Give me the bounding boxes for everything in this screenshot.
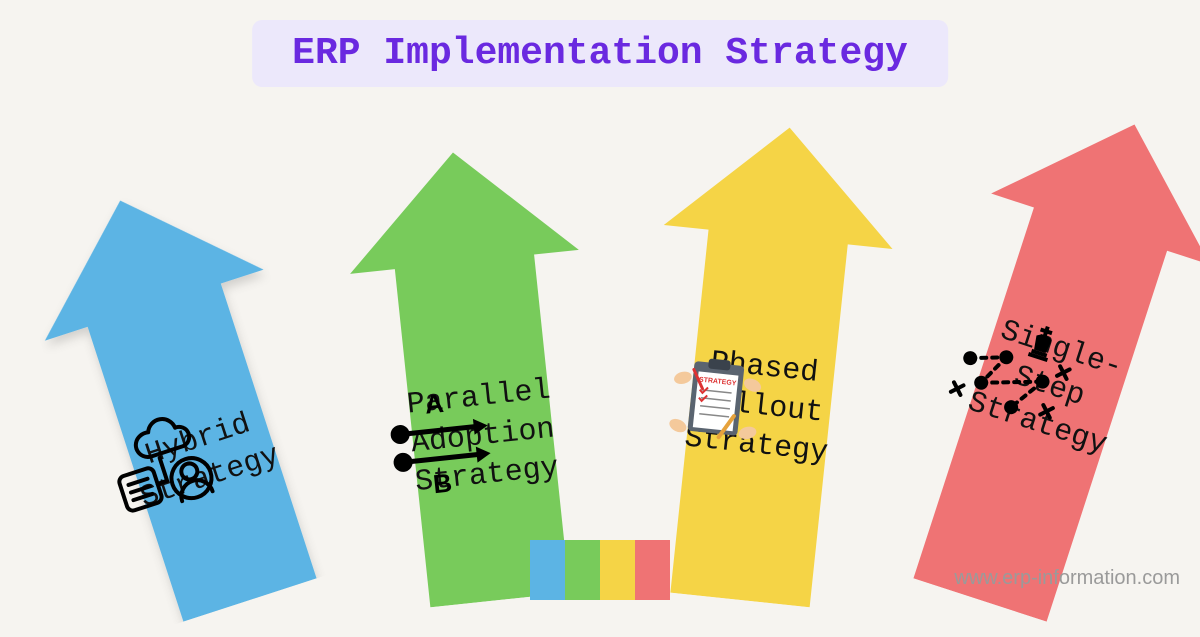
page-title: ERP Implementation Strategy bbox=[292, 32, 908, 75]
arrow-hybrid: Hybrid Strategy bbox=[3, 154, 364, 637]
arrow-single: Single- Step Strategy bbox=[866, 78, 1200, 637]
footer-url: www.erp-information.com bbox=[954, 567, 1180, 590]
stems bbox=[490, 540, 710, 600]
strategy-clipboard-icon: STRATEGY bbox=[714, 216, 835, 337]
svg-text:B: B bbox=[432, 467, 454, 499]
arrows-container: Hybrid Strategy A B Parallel Adoption S bbox=[100, 100, 1100, 600]
title-container: ERP Implementation Strategy bbox=[252, 20, 948, 87]
ab-switch-icon: A B bbox=[409, 246, 530, 367]
arrow-phased: STRATEGY Phased Rollout Strategy bbox=[621, 105, 910, 612]
svg-text:A: A bbox=[423, 388, 445, 420]
